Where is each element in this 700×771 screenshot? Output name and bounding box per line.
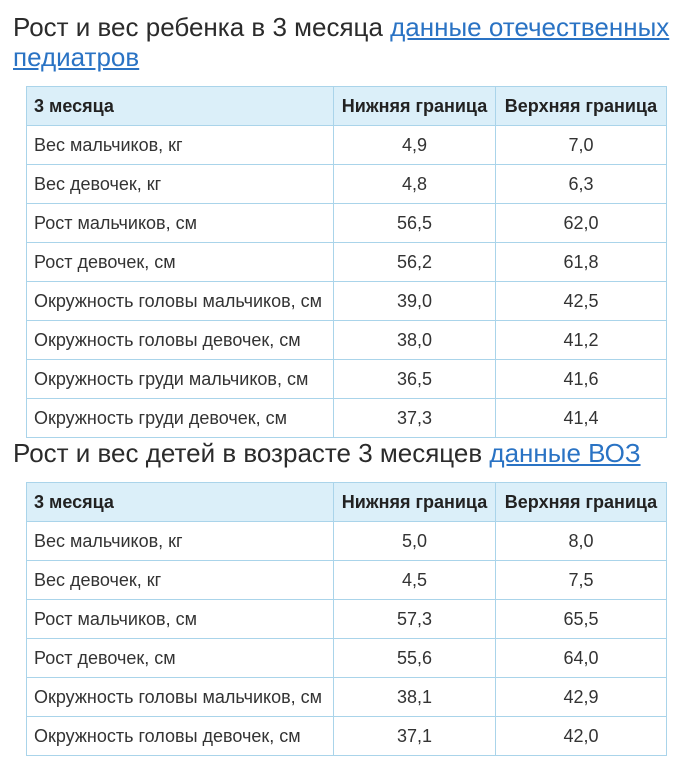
table-row: Вес мальчиков, кг 4,9 7,0 bbox=[26, 125, 667, 165]
section1-table: 3 месяца Нижняя граница Верхняя граница … bbox=[26, 86, 667, 438]
column-header-age: 3 месяца bbox=[26, 86, 334, 126]
row-label: Окружность груди девочек, см bbox=[26, 398, 334, 438]
upper-value: 42,0 bbox=[495, 716, 667, 756]
table-row: Окружность головы девочек, см 37,1 42,0 bbox=[26, 716, 667, 756]
lower-value: 56,2 bbox=[333, 242, 496, 282]
lower-value: 4,5 bbox=[333, 560, 496, 600]
upper-value: 62,0 bbox=[495, 203, 667, 243]
table-row: Окружность головы мальчиков, см 38,1 42,… bbox=[26, 677, 667, 717]
section2-source-link[interactable]: данные ВОЗ bbox=[489, 438, 641, 468]
upper-value: 42,5 bbox=[495, 281, 667, 321]
lower-value: 38,0 bbox=[333, 320, 496, 360]
upper-value: 41,6 bbox=[495, 359, 667, 399]
section1-source-link[interactable]: данные отечественных педиатров bbox=[13, 12, 670, 72]
upper-value: 41,2 bbox=[495, 320, 667, 360]
row-label: Вес мальчиков, кг bbox=[26, 125, 334, 165]
lower-value: 57,3 bbox=[333, 599, 496, 639]
table-row: Вес девочек, кг 4,5 7,5 bbox=[26, 560, 667, 600]
table-header-row: 3 месяца Нижняя граница Верхняя граница bbox=[26, 482, 667, 522]
upper-value: 7,5 bbox=[495, 560, 667, 600]
lower-value: 39,0 bbox=[333, 281, 496, 321]
table-row: Окружность груди мальчиков, см 36,5 41,6 bbox=[26, 359, 667, 399]
row-label: Рост мальчиков, см bbox=[26, 599, 334, 639]
lower-value: 5,0 bbox=[333, 521, 496, 561]
table-row: Окружность головы мальчиков, см 39,0 42,… bbox=[26, 281, 667, 321]
lower-value: 37,1 bbox=[333, 716, 496, 756]
row-label: Вес девочек, кг bbox=[26, 560, 334, 600]
table-row: Рост девочек, см 56,2 61,8 bbox=[26, 242, 667, 282]
table-row: Рост мальчиков, см 57,3 65,5 bbox=[26, 599, 667, 639]
section2-heading: Рост и вес детей в возрасте 3 месяцев да… bbox=[13, 438, 686, 468]
column-header-upper: Верхняя граница bbox=[495, 482, 667, 522]
section1-title: Рост и вес ребенка в 3 месяца bbox=[13, 12, 383, 42]
upper-value: 64,0 bbox=[495, 638, 667, 678]
lower-value: 4,9 bbox=[333, 125, 496, 165]
upper-value: 7,0 bbox=[495, 125, 667, 165]
row-label: Вес мальчиков, кг bbox=[26, 521, 334, 561]
row-label: Окружность груди мальчиков, см bbox=[26, 359, 334, 399]
table-row: Окружность груди девочек, см 37,3 41,4 bbox=[26, 398, 667, 438]
section2-title: Рост и вес детей в возрасте 3 месяцев bbox=[13, 438, 483, 468]
table-row: Рост девочек, см 55,6 64,0 bbox=[26, 638, 667, 678]
upper-value: 42,9 bbox=[495, 677, 667, 717]
column-header-lower: Нижняя граница bbox=[333, 482, 496, 522]
lower-value: 4,8 bbox=[333, 164, 496, 204]
column-header-age: 3 месяца bbox=[26, 482, 334, 522]
lower-value: 37,3 bbox=[333, 398, 496, 438]
row-label: Вес девочек, кг bbox=[26, 164, 334, 204]
row-label: Рост мальчиков, см bbox=[26, 203, 334, 243]
table-row: Вес мальчиков, кг 5,0 8,0 bbox=[26, 521, 667, 561]
row-label: Окружность головы девочек, см bbox=[26, 716, 334, 756]
table-header-row: 3 месяца Нижняя граница Верхняя граница bbox=[26, 86, 667, 126]
row-label: Рост девочек, см bbox=[26, 242, 334, 282]
row-label: Окружность головы девочек, см bbox=[26, 320, 334, 360]
row-label: Окружность головы мальчиков, см bbox=[26, 677, 334, 717]
table-row: Окружность головы девочек, см 38,0 41,2 bbox=[26, 320, 667, 360]
section1-heading: Рост и вес ребенка в 3 месяца данные оте… bbox=[13, 12, 686, 72]
table-row: Вес девочек, кг 4,8 6,3 bbox=[26, 164, 667, 204]
row-label: Рост девочек, см bbox=[26, 638, 334, 678]
section2-table: 3 месяца Нижняя граница Верхняя граница … bbox=[26, 482, 667, 756]
upper-value: 8,0 bbox=[495, 521, 667, 561]
lower-value: 36,5 bbox=[333, 359, 496, 399]
column-header-upper: Верхняя граница bbox=[495, 86, 667, 126]
upper-value: 6,3 bbox=[495, 164, 667, 204]
lower-value: 56,5 bbox=[333, 203, 496, 243]
upper-value: 65,5 bbox=[495, 599, 667, 639]
lower-value: 38,1 bbox=[333, 677, 496, 717]
upper-value: 61,8 bbox=[495, 242, 667, 282]
upper-value: 41,4 bbox=[495, 398, 667, 438]
lower-value: 55,6 bbox=[333, 638, 496, 678]
row-label: Окружность головы мальчиков, см bbox=[26, 281, 334, 321]
table-row: Рост мальчиков, см 56,5 62,0 bbox=[26, 203, 667, 243]
column-header-lower: Нижняя граница bbox=[333, 86, 496, 126]
